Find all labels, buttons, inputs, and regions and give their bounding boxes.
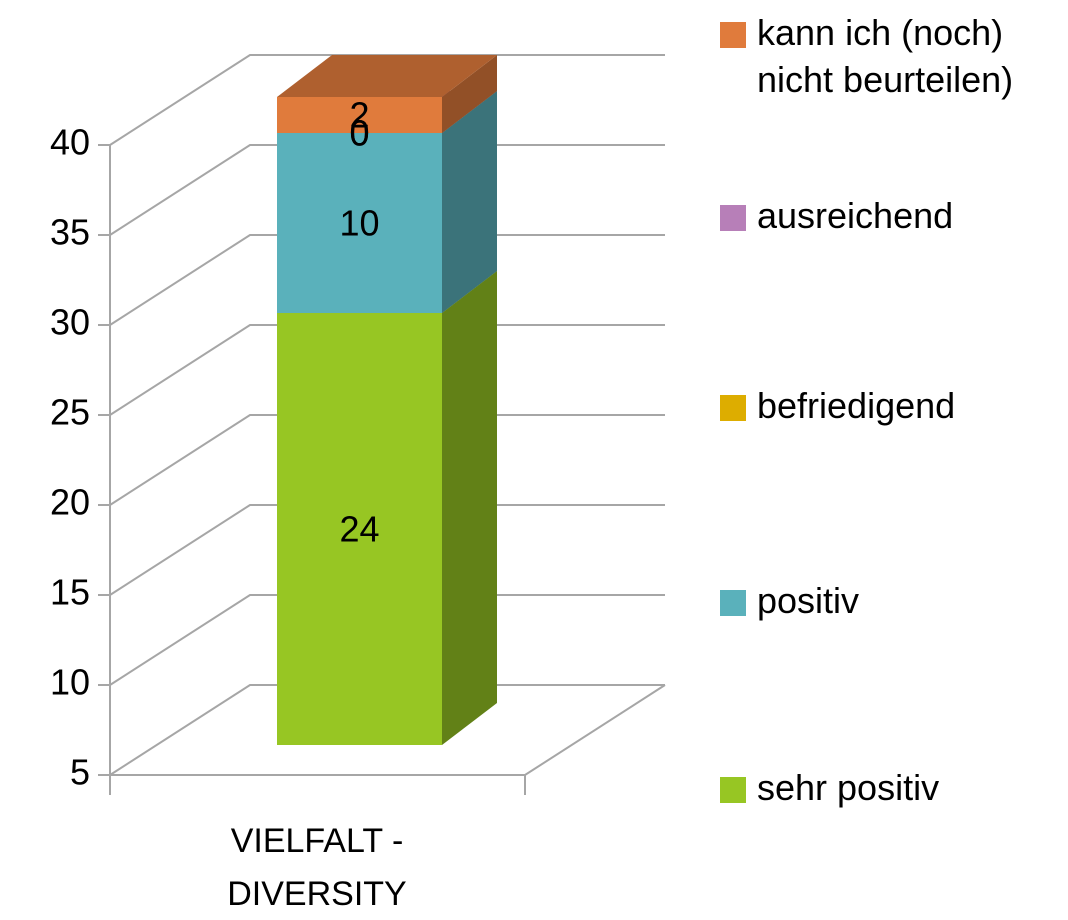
bar-side — [442, 271, 497, 745]
y-tick-label: 40 — [50, 122, 90, 163]
y-tick-label: 10 — [50, 662, 90, 703]
y-tick-label: 30 — [50, 302, 90, 343]
grid-line — [109, 684, 665, 776]
grid-line — [109, 54, 665, 146]
bar-side — [442, 91, 497, 313]
legend-swatch — [720, 205, 746, 231]
grid-line — [109, 594, 665, 686]
grid-line — [109, 414, 665, 506]
grid-line — [109, 324, 665, 416]
y-tick-label: 35 — [50, 212, 90, 253]
y-tick-label: 25 — [50, 392, 90, 433]
data-label: 2 — [349, 95, 369, 136]
data-label: 24 — [339, 509, 379, 550]
y-tick-label: 5 — [70, 752, 90, 793]
grid-line — [109, 504, 665, 596]
legend-label: befriedigend — [757, 385, 956, 426]
bar-side — [442, 55, 497, 133]
legend-label: positiv — [757, 580, 860, 621]
bar-top — [277, 55, 497, 97]
legend-swatch — [720, 777, 746, 803]
grid-line — [109, 234, 665, 326]
legend-swatch — [720, 22, 746, 48]
grid-line — [109, 144, 665, 236]
data-label: 0 — [349, 113, 369, 154]
x-tick-label: VIELFALT - DIVERSITY — [227, 822, 407, 913]
legend-label: sehr positiv — [757, 767, 940, 808]
legend-label: ausreichend — [757, 195, 954, 236]
bar — [277, 97, 442, 133]
data-label: 0 — [349, 113, 369, 154]
legend-swatch — [720, 395, 746, 421]
y-tick-label: 15 — [50, 572, 90, 613]
data-label: 10 — [339, 203, 379, 244]
legend-swatch — [720, 590, 746, 616]
y-tick-label: 20 — [50, 482, 90, 523]
bar — [277, 133, 442, 313]
legend-label: kann ich (noch) nicht beurteilen) — [757, 12, 1014, 100]
bar — [277, 313, 442, 745]
